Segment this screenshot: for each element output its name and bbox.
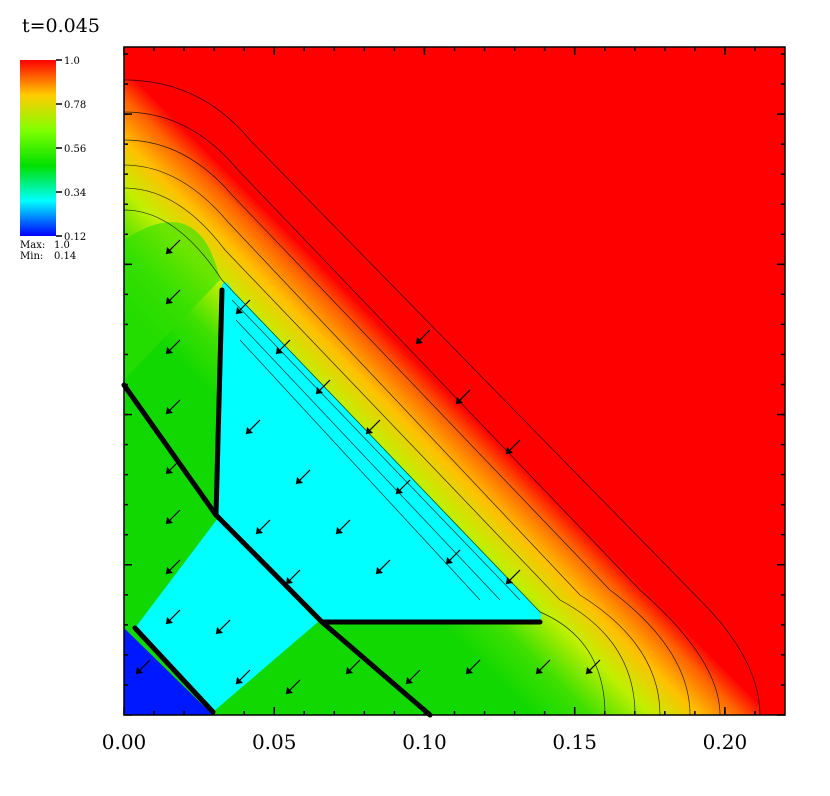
- field-region: [135, 518, 318, 712]
- arrow-head: [166, 467, 173, 474]
- arrow-head: [506, 577, 513, 584]
- max-value: 1.0: [54, 240, 70, 251]
- arrow-head: [506, 447, 513, 454]
- arrow-head: [456, 397, 463, 404]
- x-tick-label: 0.15: [552, 730, 597, 754]
- field-region: [124, 222, 220, 380]
- chart-title: t=0.045: [22, 15, 100, 37]
- arrow-head: [166, 407, 173, 414]
- arrow-head: [376, 567, 383, 574]
- arrow-head: [236, 677, 243, 684]
- arrow-head: [366, 427, 373, 434]
- colorbar-tick-label: 0.56: [64, 144, 86, 155]
- arrow-head: [586, 667, 593, 674]
- arrow-head: [416, 337, 423, 344]
- arrow-head: [216, 627, 223, 634]
- arrow-head: [316, 387, 323, 394]
- arrow-head: [296, 477, 303, 484]
- arrow-head: [246, 427, 253, 434]
- arrow-head: [396, 487, 403, 494]
- arrow-head: [166, 617, 173, 624]
- arrow-head: [166, 347, 173, 354]
- arrow-head: [256, 527, 263, 534]
- shocks: [121, 287, 543, 718]
- x-tick-label: 0.10: [402, 730, 447, 754]
- contours: [123, 79, 761, 716]
- x-tick-label: 0.20: [703, 730, 748, 754]
- colorbar: [20, 60, 56, 236]
- colorbar-tick-label: 0.12: [64, 232, 86, 243]
- arrow-head: [466, 667, 473, 674]
- arrow-head: [136, 667, 143, 674]
- arrow-head: [446, 557, 453, 564]
- arrow-head: [276, 347, 283, 354]
- arrow-head: [346, 667, 353, 674]
- max-label: Max:: [20, 240, 45, 251]
- colorbar-tick-label: 1.0: [64, 56, 80, 67]
- colorbar-tick-label: 0.34: [64, 188, 86, 199]
- arrow-head: [406, 677, 413, 684]
- field-region: [124, 628, 213, 715]
- arrow-head: [286, 577, 293, 584]
- arrow-head: [166, 567, 173, 574]
- velocity-arrows: [135, 239, 601, 695]
- min-label: Min:: [20, 251, 43, 262]
- min-value: 0.14: [54, 251, 76, 262]
- arrow-head: [166, 297, 173, 304]
- field: [121, 47, 785, 718]
- arrow-head: [166, 517, 173, 524]
- x-tick-label: 0.05: [252, 730, 297, 754]
- arrow-head: [286, 687, 293, 694]
- arrow-head: [536, 667, 543, 674]
- arrow-head: [236, 307, 243, 314]
- arrow-head: [166, 247, 173, 254]
- arrow-head: [336, 527, 343, 534]
- x-tick-label: 0.00: [102, 730, 147, 754]
- colorbar-tick-label: 0.78: [64, 100, 86, 111]
- field-region: [218, 282, 542, 622]
